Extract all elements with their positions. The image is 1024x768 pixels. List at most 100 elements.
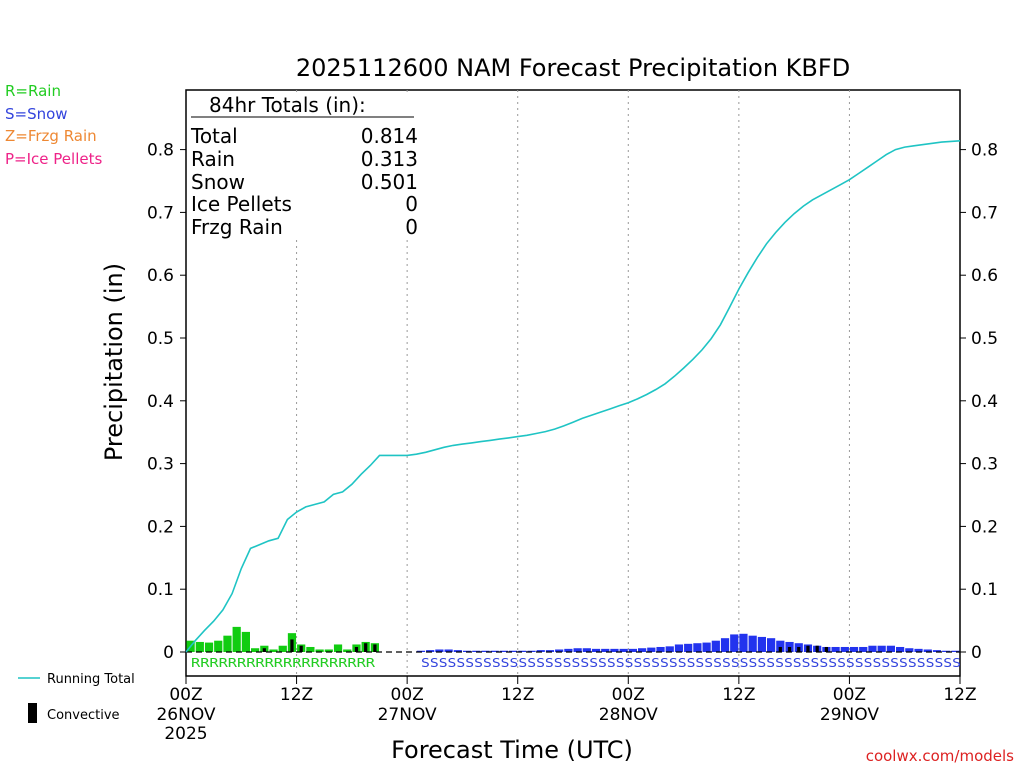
y-tick-label-right-4: 0.4 <box>971 392 998 412</box>
type-legend: R=Rain S=Snow Z=Frzg Rain P=Ice Pellets <box>5 82 102 168</box>
convective-bar-65 <box>787 646 792 652</box>
type-legend-rain: R=Rain <box>5 82 61 100</box>
snow-bar-75 <box>877 645 886 652</box>
y-tick-label-left-0: 0 <box>163 643 174 663</box>
y-axis-label: Precipitation (in) <box>100 263 128 461</box>
rain-bar-4 <box>223 635 232 652</box>
snow-bar-60 <box>739 633 748 652</box>
rain-type-row: RRRRRRRRRRRRRRRRRRRR <box>191 656 376 670</box>
snow-bar-44 <box>591 648 601 652</box>
y-tick-label-left-1: 0.1 <box>147 580 174 600</box>
y-tick-label-right-0: 0 <box>971 643 982 663</box>
x-tick-label-3: 12Z <box>501 685 534 705</box>
totals-value-ice-pellets: 0 <box>405 192 418 216</box>
totals-box-title: 84hr Totals (in): <box>209 93 366 117</box>
y-tick-label-left-6: 0.6 <box>147 266 174 286</box>
snow-bar-57 <box>711 640 720 652</box>
snow-bar-39 <box>545 650 555 652</box>
totals-label-snow: Snow <box>191 170 245 194</box>
x-tick-date-6: 29NOV <box>820 705 879 725</box>
y-tick-label-left-4: 0.4 <box>147 392 174 412</box>
y-tick-label-left-2: 0.2 <box>147 517 174 537</box>
x-tick-label-7: 12Z <box>943 685 976 705</box>
totals-value-frzg-rain: 0 <box>405 215 418 239</box>
snow-bar-33 <box>490 650 499 652</box>
snow-bar-77 <box>896 646 905 652</box>
y-tick-label-right-2: 0.2 <box>971 517 998 537</box>
line-legend: Running Total Convective <box>18 672 135 723</box>
snow-bar-50 <box>647 647 656 652</box>
totals-box: 84hr Totals (in): Total 0.814 Rain 0.313… <box>188 92 424 240</box>
snow-bar-62 <box>757 636 766 652</box>
snow-bar-42 <box>573 648 582 652</box>
snow-bar-51 <box>656 646 665 652</box>
snow-bar-70 <box>831 646 840 652</box>
running-total-line <box>185 140 961 653</box>
snow-bar-38 <box>536 650 545 652</box>
y-tick-label-right-1: 0.1 <box>971 580 998 600</box>
totals-value-snow: 0.501 <box>361 170 418 194</box>
rain-bar-6 <box>241 631 250 652</box>
totals-label-frzg-rain: Frzg Rain <box>191 215 283 239</box>
snow-bar-55 <box>693 643 702 652</box>
snow-bar-49 <box>638 648 647 652</box>
y-tick-label-left-8: 0.8 <box>147 141 174 161</box>
y-tick-label-left-3: 0.3 <box>147 455 174 475</box>
y-tick-label-right-7: 0.7 <box>971 203 998 223</box>
x-tick-label-6: 00Z <box>833 685 866 705</box>
snow-bar-36 <box>518 650 527 652</box>
snow-bar-41 <box>564 648 573 652</box>
totals-value-total: 0.814 <box>361 124 418 148</box>
totals-label-rain: Rain <box>191 147 235 171</box>
snow-bar-54 <box>684 643 693 652</box>
y-tick-label-left-5: 0.5 <box>147 329 174 349</box>
snow-bar-37 <box>527 650 536 652</box>
snow-bar-48 <box>628 648 637 652</box>
convective-bar-66 <box>797 646 801 652</box>
x-tick-date-0: 26NOV <box>156 705 215 725</box>
snow-bar-52 <box>665 646 674 652</box>
snow-bar-63 <box>767 638 776 652</box>
convective-bar-8 <box>262 648 266 652</box>
x-tick-year-0: 2025 <box>164 724 207 744</box>
snow-bar-79 <box>914 648 923 652</box>
snow-bar-74 <box>868 645 877 652</box>
convective-legend-label: Convective <box>47 708 120 723</box>
snow-bar-80 <box>923 649 932 652</box>
snow-bar-61 <box>748 635 757 652</box>
rain-bar-15 <box>324 649 333 652</box>
snow-bar-72 <box>849 646 859 652</box>
snow-bar-26 <box>426 650 435 652</box>
snow-bar-78 <box>905 648 914 652</box>
snow-bar-31 <box>472 650 481 652</box>
snow-bar-35 <box>509 650 518 652</box>
type-legend-ice-pellets: P=Ice Pellets <box>5 150 102 168</box>
y-tick-label-right-6: 0.6 <box>971 266 998 286</box>
rain-bar-1 <box>195 641 204 652</box>
running-total-legend-label: Running Total <box>47 672 135 687</box>
snow-bar-43 <box>582 648 591 652</box>
rain-bar-7 <box>251 648 260 652</box>
convective-bar-64 <box>778 646 782 652</box>
snow-bar-64 <box>776 640 785 652</box>
snow-bar-59 <box>730 634 739 652</box>
rain-bar-16 <box>333 644 343 652</box>
type-legend-frzg-rain: Z=Frzg Rain <box>5 127 97 145</box>
totals-label-total: Total <box>190 124 238 148</box>
snow-bar-28 <box>444 649 453 652</box>
rain-bar-2 <box>204 642 214 652</box>
totals-label-ice-pellets: Ice Pellets <box>191 192 292 216</box>
snow-bar-47 <box>619 648 628 652</box>
totals-value-rain: 0.313 <box>361 147 418 171</box>
convective-bar-68 <box>815 645 819 652</box>
convective-bar-11 <box>290 639 294 652</box>
convective-bar-12 <box>299 645 303 652</box>
rain-bar-13 <box>306 646 315 652</box>
snow-bar-81 <box>932 650 942 652</box>
rain-bar-5 <box>232 626 241 652</box>
x-tick-label-0: 00Z <box>169 685 202 705</box>
snow-bar-34 <box>499 650 508 652</box>
snow-bar-76 <box>886 645 895 652</box>
y-tick-label-left-7: 0.7 <box>147 203 174 223</box>
